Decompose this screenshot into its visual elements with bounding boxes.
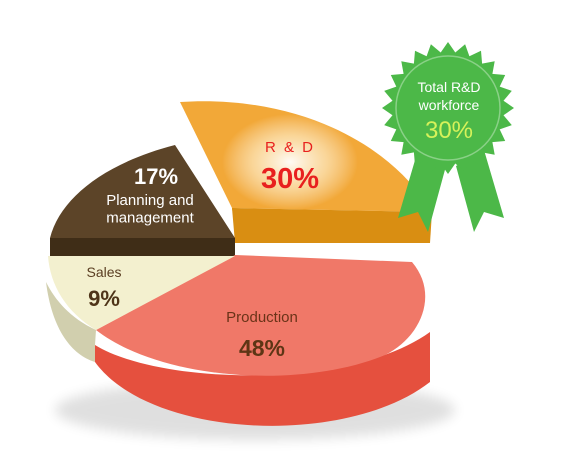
slice-side-planning	[50, 238, 235, 258]
slice-sales	[48, 256, 235, 330]
badge-seal	[382, 42, 514, 174]
slice-label-planning: Planning and management	[106, 192, 194, 226]
rosette-badge: Total R&D workforce 30%	[382, 42, 514, 232]
rd-glow	[222, 114, 358, 210]
slice-value-production: 48%	[239, 335, 285, 361]
slice-value-planning: 17%	[134, 164, 178, 189]
slice-value-sales: 9%	[88, 286, 120, 311]
badge-value: 30%	[425, 117, 473, 144]
badge-inner-ring	[395, 55, 501, 161]
slice-production	[96, 255, 426, 376]
slice-side-sales	[46, 282, 96, 362]
badge-line2: workforce	[418, 97, 480, 113]
slice-planning	[50, 145, 235, 238]
badge-line1: Total R&D	[417, 79, 480, 95]
slice-side-production	[95, 332, 430, 426]
badge-ribbon-right	[456, 150, 504, 232]
slice-rd-front	[232, 208, 432, 243]
slice-label-sales: Sales	[86, 264, 121, 280]
slice-value-rd: 30%	[261, 163, 319, 195]
badge-ribbon-left	[398, 150, 446, 232]
slice-label-production: Production	[226, 309, 298, 326]
slice-label-rd: R & D	[265, 139, 315, 156]
